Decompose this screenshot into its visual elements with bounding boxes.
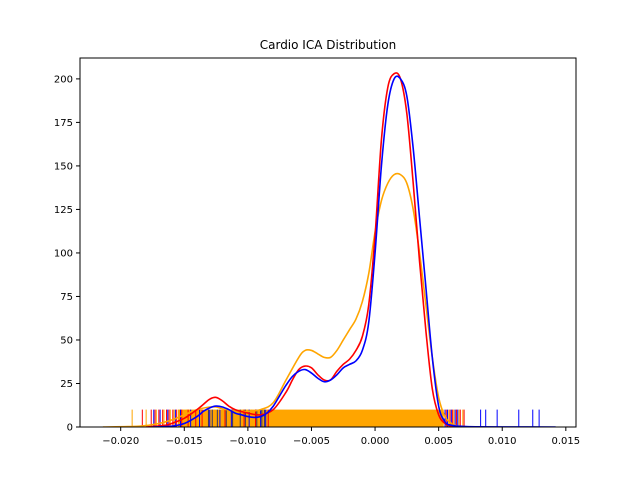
axes: −0.020 −0.015 −0.010 −0.005 0.000 0.005 0.010 0…: [54, 74, 580, 447]
y-tick-label: 0: [67, 423, 73, 434]
y-tick-label: 50: [60, 335, 73, 346]
chart-title: Cardio ICA Distribution: [260, 38, 397, 52]
y-tick-label: 100: [54, 248, 73, 259]
x-tick-label: −0.020: [102, 436, 139, 447]
x-tick-label: −0.010: [229, 436, 266, 447]
axes-frame: [79, 57, 577, 428]
y-tick-label: 75: [60, 292, 73, 303]
y-tick-label: 125: [54, 205, 73, 216]
x-tick-label: 0.000: [361, 436, 390, 447]
x-tick-label: 0.005: [424, 436, 453, 447]
plot-area: [102, 72, 556, 427]
x-tick-label: 0.010: [488, 436, 517, 447]
x-tick-label: −0.015: [166, 436, 203, 447]
y-tick-label: 150: [54, 161, 73, 172]
x-tick-label: −0.005: [293, 436, 330, 447]
y-tick-label: 175: [54, 118, 73, 129]
kde-line-3: [152, 75, 556, 427]
y-tick-label: 200: [54, 74, 73, 85]
y-tick-label: 25: [60, 379, 73, 390]
x-tick-label: 0.015: [552, 436, 581, 447]
